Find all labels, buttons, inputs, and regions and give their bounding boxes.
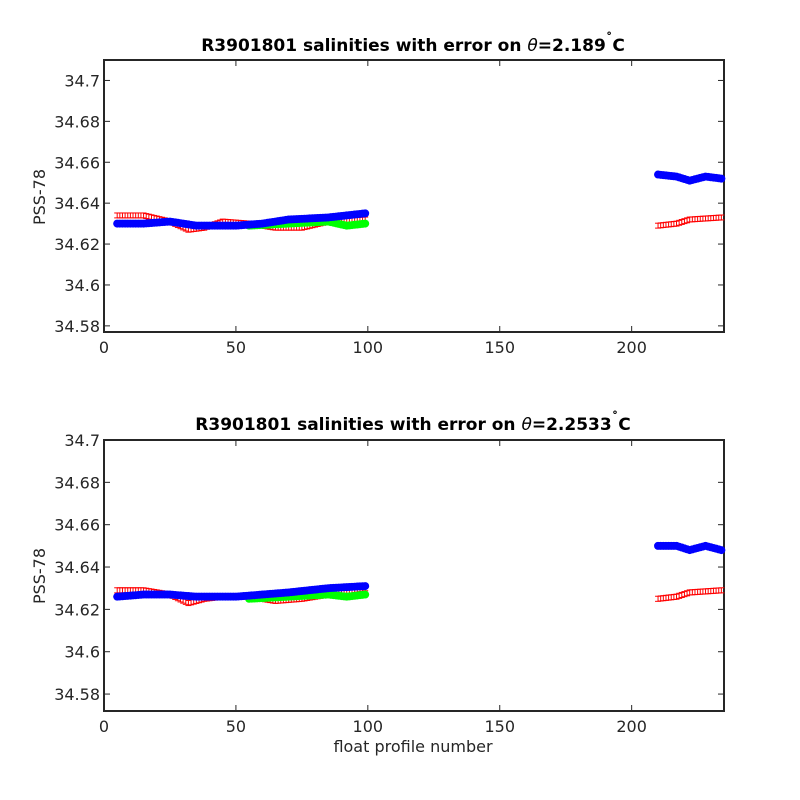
- y-tick-label: 34.68: [54, 112, 100, 131]
- y-tick-label: 34.6: [64, 276, 100, 295]
- x-tick-label: 100: [353, 338, 384, 357]
- y-axis-label: PSS-78: [30, 548, 49, 604]
- y-tick-label: 34.68: [54, 473, 100, 492]
- x-tick-label: 150: [484, 338, 515, 357]
- y-tick-label: 34.58: [54, 317, 100, 336]
- blue-data-point: [717, 546, 726, 555]
- green-data-point: [361, 219, 370, 228]
- y-tick-label: 34.7: [64, 431, 100, 450]
- panel-title: R3901801 salinities with error on θ=2.18…: [201, 31, 625, 56]
- x-tick-label: 100: [353, 717, 384, 736]
- y-tick-label: 34.64: [54, 558, 100, 577]
- y-tick-label: 34.7: [64, 71, 100, 90]
- plot-frame: [103, 439, 725, 712]
- y-tick-label: 34.62: [54, 600, 100, 619]
- x-tick-label: 150: [484, 717, 515, 736]
- x-tick-label: 50: [226, 338, 246, 357]
- x-tick-label: 0: [99, 717, 109, 736]
- plot-frame: [103, 59, 725, 333]
- x-axis-label: float profile number: [333, 737, 493, 756]
- plot-area: 0 50 100 150 200 34.58 34.6 34.62 34.64 34.66 34.6…: [54, 59, 726, 357]
- blue-data-point: [361, 582, 370, 591]
- x-tick-label: 200: [616, 338, 647, 357]
- blue-data-point: [717, 174, 726, 183]
- x-tick-label: 0: [99, 338, 109, 357]
- panel-title: R3901801 salinities with error on θ=2.25…: [195, 410, 630, 435]
- y-axis-label: PSS-78: [30, 169, 49, 225]
- y-tick-label: 34.6: [64, 643, 100, 662]
- green-data-point: [361, 590, 370, 599]
- y-tick-label: 34.66: [54, 516, 100, 535]
- blue-data-point: [361, 209, 370, 218]
- y-tick-label: 34.66: [54, 153, 100, 172]
- x-tick-label: 200: [616, 717, 647, 736]
- plot-area: 0 50 100 150 200 34.58 34.6 34.62 34.64 34.66 34.6…: [54, 431, 726, 736]
- y-tick-label: 34.58: [54, 685, 100, 704]
- y-tick-label: 34.62: [54, 235, 100, 254]
- panel-top: R3901801 salinities with error on θ=2.18…: [30, 31, 726, 357]
- y-tick-label: 34.64: [54, 194, 100, 213]
- x-tick-label: 50: [226, 717, 246, 736]
- panel-bottom: R3901801 salinities with error on θ=2.25…: [30, 410, 726, 756]
